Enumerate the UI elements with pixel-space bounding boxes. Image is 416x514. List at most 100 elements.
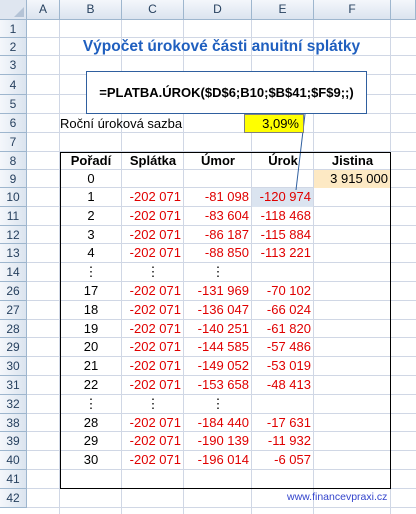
header-splatka: Splátka bbox=[129, 153, 177, 168]
cell-jistina bbox=[314, 207, 391, 226]
cell-urok: -11 932 bbox=[267, 433, 311, 449]
cell-urok: -70 102 bbox=[266, 283, 311, 298]
row-gridline bbox=[27, 469, 416, 470]
cell-poradi: 3 bbox=[87, 226, 95, 242]
row-header-31[interactable]: 31 bbox=[0, 376, 27, 395]
row-gridline bbox=[27, 187, 416, 188]
row-header-3[interactable]: 3 bbox=[0, 56, 27, 75]
cell-umor: -196 014 bbox=[197, 452, 249, 468]
column-header-e[interactable]: E bbox=[252, 0, 314, 20]
row-header-26[interactable]: 26 bbox=[0, 282, 27, 301]
principal-start-highlight bbox=[314, 170, 391, 188]
row-header-41[interactable]: 41 bbox=[0, 470, 27, 489]
row-gridline bbox=[27, 55, 416, 56]
cell-urok bbox=[252, 170, 314, 188]
row-header-5[interactable]: 5 bbox=[0, 95, 27, 114]
row-header-29[interactable]: 29 bbox=[0, 338, 27, 358]
row-gridline bbox=[27, 431, 416, 433]
select-all-triangle-icon bbox=[14, 7, 24, 17]
row-gridline bbox=[27, 393, 416, 395]
row-header-11[interactable]: 11 bbox=[0, 206, 27, 226]
row-header-12[interactable]: 12 bbox=[0, 225, 27, 245]
row-gridline bbox=[27, 412, 416, 414]
row-header-14[interactable]: 14 bbox=[0, 263, 27, 282]
row-header-40[interactable]: 40 bbox=[0, 451, 27, 470]
cell-umor: -149 052 bbox=[197, 358, 249, 374]
row-header-2[interactable]: 2 bbox=[0, 38, 27, 56]
row-header-30[interactable]: 30 bbox=[0, 357, 27, 376]
cell-splatka: -202 071 bbox=[129, 320, 181, 336]
cell-jistina bbox=[314, 451, 391, 470]
cell-jistina bbox=[314, 226, 391, 245]
cell-jistina bbox=[314, 301, 391, 320]
row-header-27[interactable]: 27 bbox=[0, 300, 27, 320]
column-header-d[interactable]: D bbox=[184, 0, 252, 20]
cell-poradi: 0 bbox=[87, 171, 95, 186]
cell-urok: -118 468 bbox=[260, 207, 311, 223]
row-gridline bbox=[27, 506, 416, 508]
cell-umor: -140 251 bbox=[197, 320, 249, 336]
column-header-f[interactable]: F bbox=[314, 0, 391, 20]
column-gridline bbox=[59, 20, 60, 514]
header-jistina: Jistina bbox=[331, 153, 374, 168]
cell-poradi: 1 bbox=[87, 189, 95, 204]
cell-urok: -48 413 bbox=[266, 377, 311, 392]
row-header-8[interactable]: 8 bbox=[0, 152, 27, 170]
row-header-1[interactable]: 1 bbox=[0, 20, 27, 38]
cell-poradi: ⋮ bbox=[84, 264, 98, 280]
cell-poradi: 2 bbox=[87, 207, 95, 223]
cell-jistina bbox=[314, 357, 391, 376]
selected-cell[interactable] bbox=[252, 188, 313, 207]
cell-splatka: -202 071 bbox=[129, 245, 181, 261]
row-header-7[interactable]: 7 bbox=[0, 133, 27, 152]
cell-splatka bbox=[122, 170, 184, 188]
row-header-13[interactable]: 13 bbox=[0, 244, 27, 264]
column-gridline bbox=[121, 20, 122, 514]
cell-poradi: ⋮ bbox=[84, 395, 98, 411]
cell-poradi: 20 bbox=[83, 339, 99, 355]
row-gridline bbox=[27, 205, 416, 207]
select-all-corner[interactable] bbox=[0, 0, 27, 20]
column-header-a[interactable]: A bbox=[27, 0, 60, 20]
cell-poradi: 29 bbox=[83, 433, 99, 449]
cell-poradi: 18 bbox=[83, 301, 99, 317]
column-header-b[interactable]: B bbox=[60, 0, 122, 20]
cell-splatka: ⋮ bbox=[146, 395, 160, 411]
cell-jistina bbox=[314, 282, 391, 301]
row-header-6[interactable]: 6 bbox=[0, 114, 27, 133]
cell-splatka: -202 071 bbox=[129, 452, 181, 468]
column-header-c[interactable]: C bbox=[122, 0, 184, 20]
row-header-39[interactable]: 39 bbox=[0, 432, 27, 452]
cell-jistina bbox=[314, 432, 391, 451]
row-header-32[interactable]: 32 bbox=[0, 394, 27, 414]
cell-umor: -184 440 bbox=[197, 414, 249, 430]
cell-urok: -120 974 bbox=[259, 189, 311, 204]
row-header-9[interactable]: 9 bbox=[0, 170, 27, 188]
cell-poradi: 4 bbox=[87, 245, 95, 261]
row-gridline bbox=[27, 132, 416, 133]
cell-urok: -61 820 bbox=[266, 320, 311, 336]
row-gridline bbox=[27, 243, 416, 245]
cell-splatka: -202 071 bbox=[129, 189, 181, 204]
cell-splatka: -202 071 bbox=[129, 358, 181, 374]
row-header-28[interactable]: 28 bbox=[0, 319, 27, 339]
row-header-42[interactable]: 42 bbox=[0, 488, 27, 508]
cell-splatka: ⋮ bbox=[146, 264, 160, 280]
cell-poradi: 30 bbox=[83, 452, 99, 468]
row-gridline bbox=[27, 318, 416, 320]
cell-urok: -53 019 bbox=[266, 358, 311, 374]
cell-urok: -57 486 bbox=[266, 339, 311, 355]
cell-umor: -144 585 bbox=[197, 339, 249, 355]
rate-input-cell[interactable]: 3,09% bbox=[244, 114, 304, 133]
row-gridline bbox=[27, 37, 416, 38]
amortization-table-border bbox=[60, 152, 391, 489]
row-header-38[interactable]: 38 bbox=[0, 413, 27, 433]
cell-umor: -136 047 bbox=[197, 301, 249, 317]
row-header-4[interactable]: 4 bbox=[0, 75, 27, 95]
header-umor: Úmor bbox=[201, 153, 235, 168]
column-gridline bbox=[183, 20, 184, 514]
row-gridline bbox=[27, 450, 416, 452]
row-header-10[interactable]: 10 bbox=[0, 188, 27, 207]
source-link[interactable]: www.financevpraxi.cz bbox=[287, 490, 388, 503]
cell-umor: -81 098 bbox=[204, 189, 249, 204]
